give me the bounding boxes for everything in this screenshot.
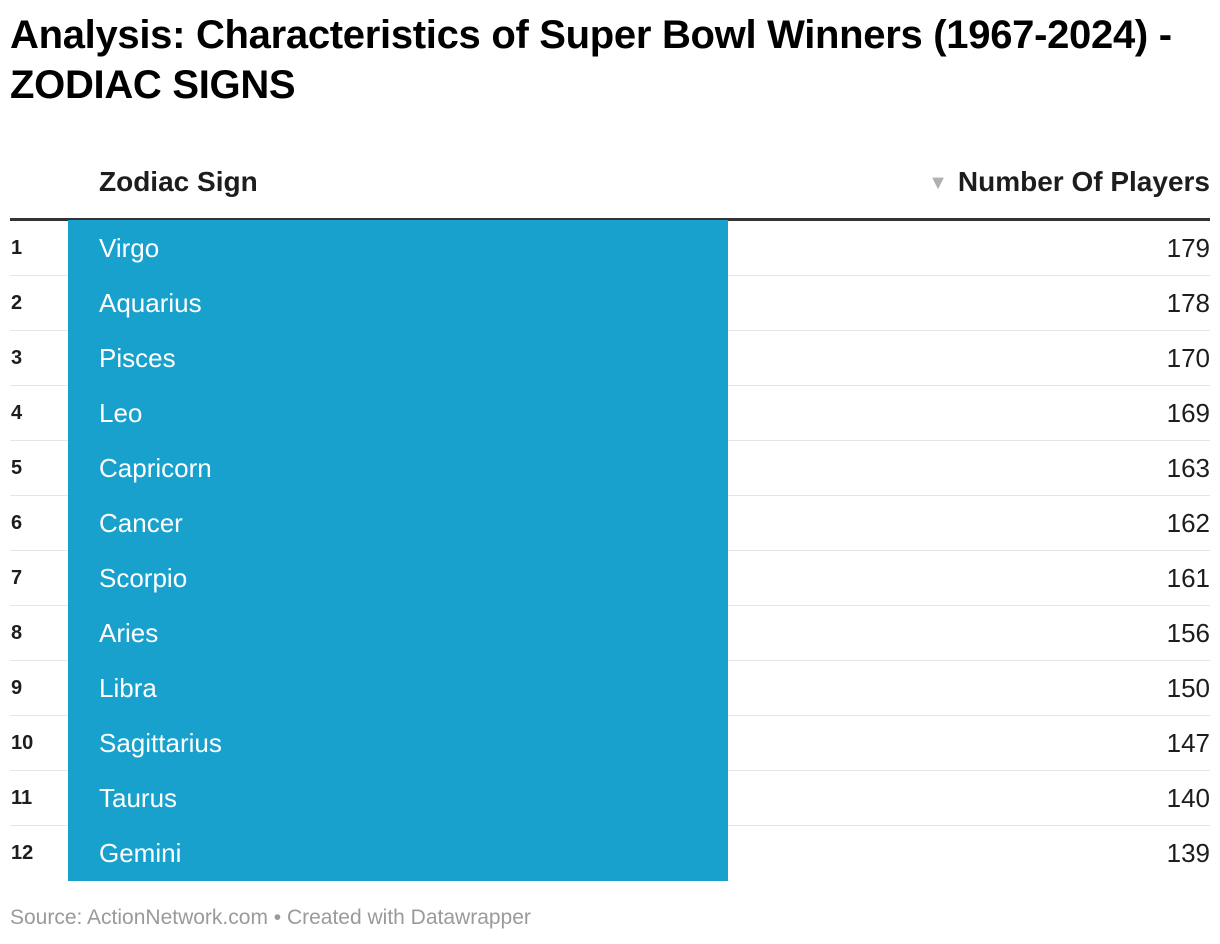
zodiac-sign-cell: Leo [99,398,143,428]
column-header-number-of-players[interactable]: ▼ Number Of Players [928,166,1210,198]
player-count-cell: 156 [1166,618,1210,648]
table-row: 10 Sagittarius 147 [10,715,1210,771]
sign-cell-highlight [68,275,728,331]
zodiac-sign-cell: Sagittarius [99,728,222,758]
table-row: 7 Scorpio 161 [10,550,1210,606]
sign-cell-highlight [68,770,728,826]
data-table: Zodiac Sign ▼ Number Of Players 1 Virgo 179… [10,150,1210,881]
sort-descending-icon: ▼ [928,172,948,194]
table-row: 6 Cancer 162 [10,495,1210,551]
table-row: 12 Gemini 139 [10,825,1210,881]
sign-cell-highlight [68,605,728,661]
table-header: Zodiac Sign ▼ Number Of Players [10,150,1210,221]
row-rank: 2 [11,292,23,314]
zodiac-sign-cell: Cancer [99,508,183,538]
row-rank: 3 [11,347,23,369]
player-count-cell: 139 [1166,838,1210,868]
row-rank: 9 [11,677,23,699]
row-rank: 6 [11,512,23,534]
row-rank: 4 [11,402,23,424]
row-rank: 8 [11,622,23,644]
sign-cell-highlight [68,495,728,551]
zodiac-sign-cell: Aries [99,618,159,648]
column-header-zodiac-sign[interactable]: Zodiac Sign [99,166,258,197]
table-row: 8 Aries 156 [10,605,1210,661]
zodiac-sign-cell: Libra [99,673,157,703]
zodiac-sign-cell: Pisces [99,343,176,373]
zodiac-sign-cell: Virgo [99,233,160,263]
sign-cell-highlight [68,550,728,606]
player-count-cell: 162 [1166,508,1210,538]
sign-cell-highlight [68,660,728,716]
player-count-cell: 150 [1166,673,1210,703]
table-body: 1 Virgo 179 2 Aquarius 178 3 Pisces 170 4 Leo 169 5 C… [10,220,1210,881]
column-header-number-of-players-label: Number Of Players [957,166,1210,197]
table-row: 5 Capricorn 163 [10,440,1210,496]
zodiac-sign-cell: Scorpio [99,563,188,593]
sign-cell-highlight [68,440,728,496]
player-count-cell: 179 [1166,233,1210,263]
player-count-cell: 163 [1166,453,1210,483]
player-count-cell: 169 [1166,398,1210,428]
player-count-cell: 161 [1166,563,1210,593]
zodiac-sign-cell: Capricorn [99,453,212,483]
zodiac-sign-cell: Gemini [99,838,182,868]
source-footer: Source: ActionNetwork.com • Created with… [10,906,531,929]
row-rank: 12 [11,842,34,864]
table-row: 1 Virgo 179 [10,220,1210,276]
table-row: 9 Libra 150 [10,660,1210,716]
row-rank: 5 [11,457,23,479]
zodiac-sign-cell: Aquarius [99,288,202,318]
player-count-cell: 140 [1166,783,1210,813]
player-count-cell: 147 [1166,728,1210,758]
table-row: 11 Taurus 140 [10,770,1210,826]
player-count-cell: 178 [1166,288,1210,318]
sign-cell-highlight [68,220,728,276]
sign-cell-highlight [68,825,728,881]
table-row: 4 Leo 169 [10,385,1210,441]
row-rank: 11 [11,787,33,809]
player-count-cell: 170 [1166,343,1210,373]
sign-cell-highlight [68,715,728,771]
row-rank: 7 [11,567,23,589]
row-rank: 1 [11,237,23,259]
zodiac-sign-cell: Taurus [99,783,178,813]
chart-title: Analysis: Characteristics of Super Bowl … [10,13,1172,107]
sign-cell-highlight [68,330,728,386]
table-row: 3 Pisces 170 [10,330,1210,386]
sign-cell-highlight [68,385,728,441]
table-row: 2 Aquarius 178 [10,275,1210,331]
row-rank: 10 [11,732,34,754]
